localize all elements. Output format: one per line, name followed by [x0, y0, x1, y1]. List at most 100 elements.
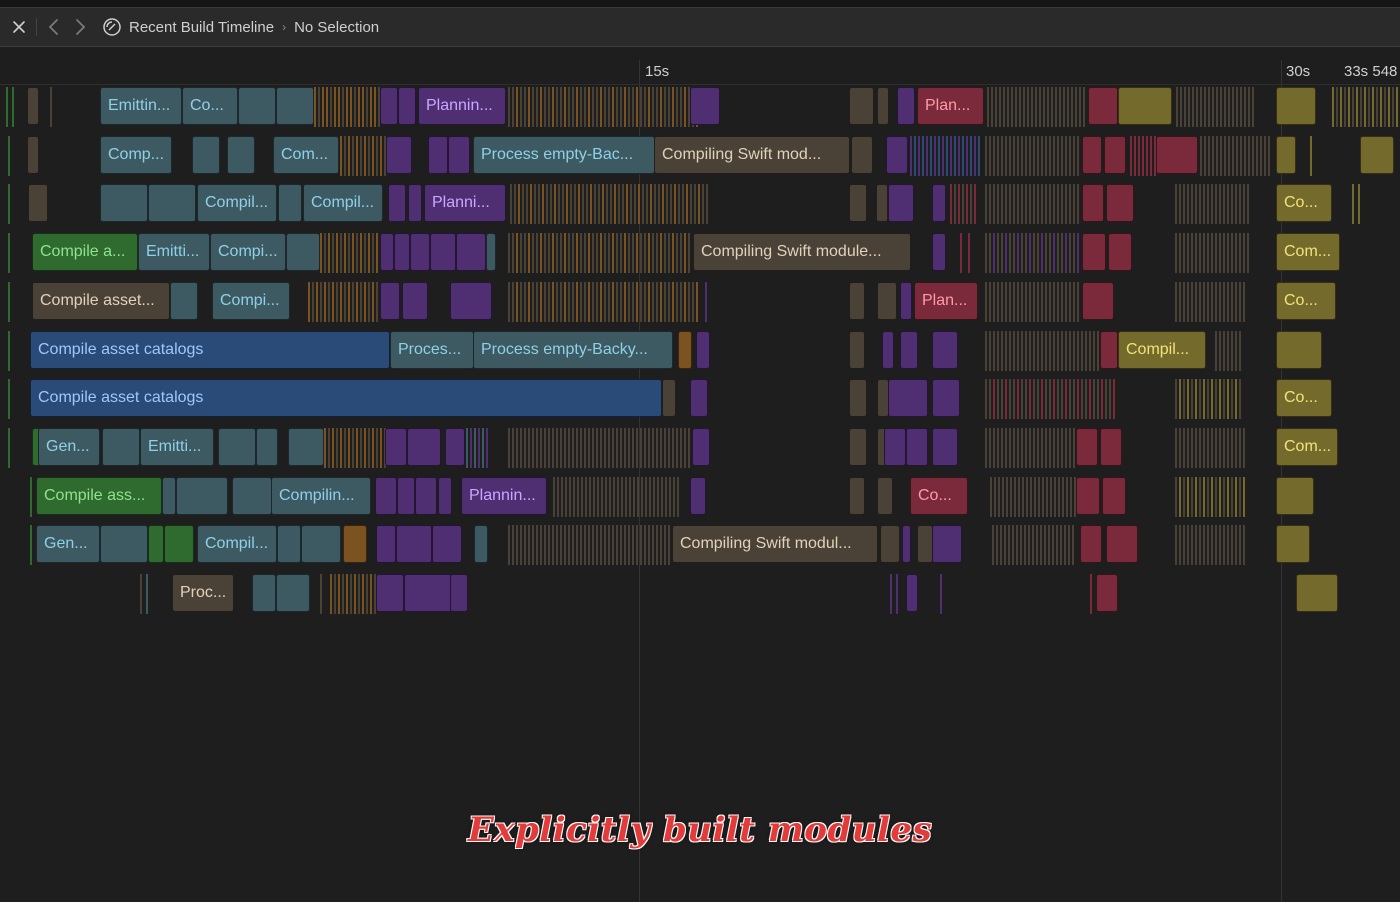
task-sliver[interactable] — [1057, 427, 1059, 468]
task-sliver[interactable] — [334, 87, 336, 127]
task-sliver[interactable] — [1211, 476, 1213, 517]
task-sliver[interactable] — [600, 233, 602, 274]
task-block[interactable] — [886, 135, 908, 174]
task-sliver[interactable] — [1219, 233, 1221, 274]
task-sliver[interactable] — [1070, 476, 1072, 517]
task-sliver[interactable] — [1199, 184, 1201, 225]
task-sliver[interactable] — [1011, 87, 1013, 127]
task-sliver[interactable] — [1191, 233, 1193, 274]
task-sliver[interactable] — [636, 281, 638, 322]
task-sliver[interactable] — [1179, 525, 1181, 566]
task-sliver[interactable] — [640, 87, 642, 127]
task-sliver[interactable] — [989, 427, 991, 468]
task-block[interactable] — [407, 427, 441, 466]
task-sliver[interactable] — [674, 184, 676, 225]
task-sliver[interactable] — [312, 281, 314, 322]
task-block[interactable] — [662, 379, 676, 418]
task-sliver[interactable] — [532, 525, 534, 566]
task-sliver[interactable] — [1073, 184, 1075, 225]
task-sliver[interactable] — [1033, 184, 1035, 225]
task-block[interactable] — [100, 184, 148, 223]
task-sliver[interactable] — [1195, 427, 1197, 468]
task-sliver[interactable] — [1021, 135, 1023, 176]
task-block[interactable] — [376, 574, 404, 612]
task-sliver[interactable] — [1191, 476, 1193, 517]
task-sliver[interactable] — [592, 525, 594, 566]
task-sliver[interactable] — [1069, 330, 1071, 371]
task-sliver[interactable] — [336, 281, 338, 322]
task-sliver[interactable] — [997, 184, 999, 225]
task-sliver[interactable] — [1223, 476, 1225, 517]
task-sliver[interactable] — [1212, 87, 1214, 127]
task-sliver[interactable] — [1003, 87, 1005, 127]
task-sliver[interactable] — [1028, 525, 1030, 566]
task-sliver[interactable] — [534, 184, 536, 225]
task-sliver[interactable] — [540, 233, 542, 274]
task-sliver[interactable] — [1025, 427, 1027, 468]
task-block[interactable] — [877, 87, 889, 125]
task-sliver[interactable] — [1215, 379, 1217, 420]
task-sliver[interactable] — [596, 281, 598, 322]
task-sliver[interactable] — [993, 330, 995, 371]
task-sliver[interactable] — [1085, 330, 1087, 371]
task-sliver[interactable] — [1017, 135, 1019, 176]
task-sliver[interactable] — [636, 87, 638, 127]
task-sliver[interactable] — [628, 525, 630, 566]
task-sliver[interactable] — [1017, 184, 1019, 225]
task-block[interactable] — [448, 135, 470, 174]
task-sliver[interactable] — [664, 233, 666, 274]
task-sliver[interactable] — [1380, 87, 1382, 127]
task-sliver[interactable] — [645, 476, 647, 517]
task-sliver[interactable] — [1228, 135, 1230, 176]
task-sliver[interactable] — [1212, 135, 1214, 176]
task-sliver[interactable] — [364, 135, 366, 176]
task-sliver[interactable] — [942, 135, 944, 176]
task-sliver[interactable] — [1203, 379, 1205, 420]
task-sliver[interactable] — [1065, 233, 1067, 274]
task-sliver[interactable] — [1033, 233, 1035, 274]
task-sliver[interactable] — [632, 525, 634, 566]
task-block[interactable] — [1076, 476, 1100, 515]
task-sliver[interactable] — [1037, 379, 1039, 420]
task-block[interactable] — [100, 525, 148, 564]
task-sliver[interactable] — [620, 427, 622, 468]
task-block[interactable] — [1100, 427, 1122, 466]
task-sliver[interactable] — [985, 184, 987, 225]
task-block[interactable] — [176, 476, 228, 515]
task-sliver[interactable] — [1062, 476, 1064, 517]
task-sliver[interactable] — [978, 135, 980, 176]
task-sliver[interactable] — [332, 281, 334, 322]
task-sliver[interactable] — [1183, 184, 1185, 225]
task-sliver[interactable] — [680, 281, 682, 322]
task-sliver[interactable] — [612, 87, 614, 127]
task-sliver[interactable] — [1175, 281, 1177, 322]
task-sliver[interactable] — [950, 135, 952, 176]
task-sliver[interactable] — [650, 184, 652, 225]
task-sliver[interactable] — [366, 87, 368, 127]
task-sliver[interactable] — [604, 525, 606, 566]
task-sliver[interactable] — [1001, 330, 1003, 371]
task-sliver[interactable] — [593, 476, 595, 517]
task-sliver[interactable] — [637, 476, 639, 517]
task-sliver[interactable] — [610, 184, 612, 225]
task-block[interactable] — [27, 87, 39, 125]
task-block[interactable] — [232, 476, 272, 515]
task-sliver[interactable] — [1176, 87, 1178, 127]
task-block[interactable] — [877, 281, 897, 320]
task-sliver[interactable] — [380, 135, 382, 176]
task-block[interactable] — [148, 525, 164, 564]
task-sliver[interactable] — [577, 476, 579, 517]
task-sliver[interactable] — [1224, 87, 1226, 127]
task-sliver[interactable] — [1001, 184, 1003, 225]
task-sliver[interactable] — [1018, 476, 1020, 517]
task-sliver[interactable] — [532, 87, 534, 127]
task-bar[interactable]: Planni... — [424, 184, 506, 223]
task-sliver[interactable] — [985, 379, 987, 420]
task-sliver[interactable] — [1203, 281, 1205, 322]
task-bar[interactable]: Proces... — [390, 330, 474, 369]
task-sliver[interactable] — [1045, 184, 1047, 225]
task-sliver[interactable] — [680, 427, 682, 468]
task-sliver[interactable] — [632, 233, 634, 274]
task-bar[interactable]: Compil... — [197, 184, 277, 223]
task-sliver[interactable] — [1005, 379, 1007, 420]
